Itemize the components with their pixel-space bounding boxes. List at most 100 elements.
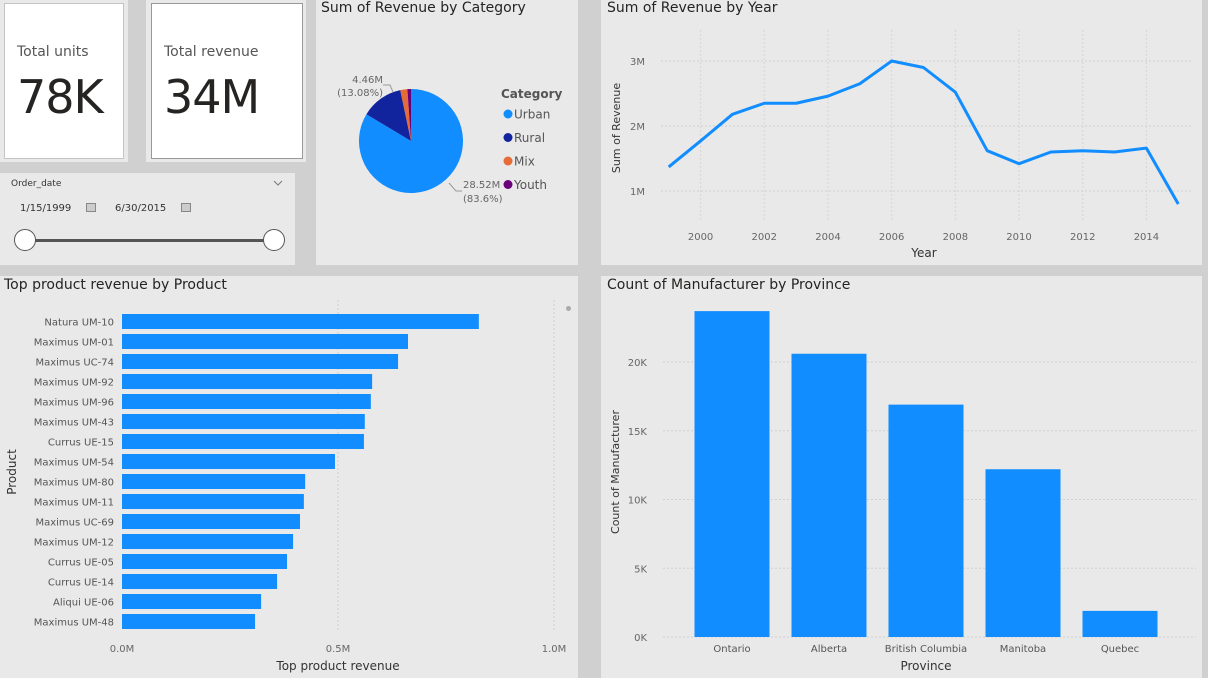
product-bar: [122, 474, 306, 489]
pie-data-label: (13.08%): [337, 88, 383, 99]
total-units-card[interactable]: Total units 78K: [4, 3, 124, 159]
product-bar: [122, 394, 371, 409]
revenue-line: [667, 59, 1180, 205]
x-tick-label: 2006: [879, 232, 904, 243]
product-bar: [122, 594, 262, 609]
product-label: Maximus UM-11: [34, 498, 114, 509]
product-bar: [122, 574, 278, 589]
line-chart-title: Sum of Revenue by Year: [607, 0, 778, 16]
legend-marker-urban: [503, 109, 513, 119]
pie-data-label: 28.52M: [463, 180, 500, 191]
product-label: Maximus UM-01: [34, 338, 114, 349]
pie-leader-line: [448, 182, 462, 192]
product-label: Maximus UC-74: [35, 358, 114, 369]
end-date-input[interactable]: 6/30/2015: [115, 203, 167, 214]
product-bar: [122, 454, 335, 469]
legend-marker-mix: [503, 156, 513, 166]
slicer-title: Order_date: [11, 179, 62, 189]
product-label: Maximus UM-54: [34, 458, 114, 469]
province-bar-title: Count of Manufacturer by Province: [607, 277, 851, 293]
x-tick-label: 2014: [1134, 232, 1159, 243]
total-units-label: Total units: [17, 44, 89, 60]
x-axis-title: Top product revenue: [275, 659, 399, 673]
pie-data-label: (83.6%): [463, 194, 503, 205]
province-bar: [888, 404, 964, 637]
y-tick-label: 3M: [630, 57, 645, 68]
y-tick-label: 15K: [628, 427, 648, 438]
product-bar-chart: 0.0M 0.5M 1.0M Natura UM-10 Maximus UM-01 Max…: [5, 300, 571, 673]
legend-marker-youth: [503, 180, 513, 189]
product-bar: [122, 614, 256, 629]
legend-label-youth: Youth: [513, 178, 547, 192]
pie-slice-rural: [366, 90, 411, 141]
slider-start-handle[interactable]: [14, 229, 36, 251]
pie-data-label: 4.46M: [352, 75, 383, 86]
y-axis-title: Count of Manufacturer: [609, 410, 622, 534]
legend-marker-rural: [503, 133, 513, 142]
start-date-input[interactable]: 1/15/1999: [20, 203, 72, 214]
x-tick-label: 0.5M: [326, 644, 351, 655]
legend-label-rural: Rural: [514, 131, 545, 145]
calendar-icon[interactable]: [181, 203, 191, 212]
y-tick-label: 10K: [628, 496, 648, 507]
total-revenue-label: Total revenue: [164, 44, 259, 60]
x-tick-label: 2008: [943, 232, 968, 243]
date-slicer: [0, 173, 295, 265]
pie-slice-mix: [400, 89, 411, 141]
slider-track[interactable]: [25, 239, 275, 242]
product-label: Aliqui UE-06: [53, 598, 114, 609]
x-axis-title: Year: [910, 246, 936, 260]
product-label: Natura UM-10: [44, 318, 114, 329]
product-bar: [122, 554, 288, 569]
product-label: Maximus UM-92: [34, 378, 114, 389]
pie-slice-youth: [407, 89, 411, 141]
y-tick-label: 20K: [628, 358, 648, 369]
x-tick-label: 1.0M: [542, 644, 567, 655]
province-label: Ontario: [713, 644, 750, 655]
y-tick-label: 2M: [630, 122, 645, 133]
chevron-down-icon[interactable]: [273, 180, 283, 187]
product-label: Currus UE-15: [48, 438, 114, 449]
pie-legend-title: Category: [501, 87, 563, 101]
product-bar-title: Top product revenue by Product: [4, 277, 227, 293]
pie-chart: 28.52M (83.6%) 4.46M (13.08%) Category Urban R…: [337, 75, 563, 205]
line-chart: 1M 2M 3M 2000 2002 2004 2006 2008 2010 2012 2014 Ye…: [610, 30, 1191, 260]
product-label: Currus UE-05: [48, 558, 114, 569]
province-bar: [791, 353, 867, 637]
product-label: Maximus UM-80: [34, 478, 114, 489]
product-label: Maximus UC-69: [35, 518, 114, 529]
y-axis-title: Sum of Revenue: [610, 83, 623, 173]
product-label: Maximus UM-43: [34, 418, 114, 429]
x-tick-label: 2002: [752, 232, 777, 243]
product-label: Currus UE-14: [48, 578, 114, 589]
province-label: Quebec: [1101, 644, 1139, 655]
province-label: British Columbia: [885, 644, 967, 655]
province-label: Manitoba: [1000, 644, 1046, 655]
province-bar: [1082, 610, 1158, 637]
product-bar: [122, 414, 365, 429]
product-bar: [122, 434, 364, 449]
x-tick-label: 2000: [688, 232, 713, 243]
product-label: Maximus UM-12: [34, 538, 114, 549]
scrollbar-thumb[interactable]: [566, 306, 571, 311]
province-bar-chart: 0K 5K 10K 15K 20K Ontario Alberta British Colum…: [609, 311, 1196, 673]
y-tick-label: 0K: [634, 633, 647, 644]
pie-leader-line: [383, 84, 394, 93]
x-tick-label: 0.0M: [110, 644, 135, 655]
product-bar: [122, 374, 373, 389]
product-bar: [122, 494, 304, 509]
province-label: Alberta: [811, 644, 847, 655]
slider-end-handle[interactable]: [263, 229, 285, 251]
x-tick-label: 2004: [815, 232, 840, 243]
total-units-value: 78K: [17, 70, 104, 124]
province-bar: [985, 469, 1061, 637]
x-axis-title: Province: [900, 659, 951, 673]
legend-label-mix: Mix: [514, 155, 535, 169]
total-revenue-card[interactable]: Total revenue 34M: [151, 3, 303, 159]
product-label: Maximus UM-96: [34, 398, 114, 409]
legend-label-urban: Urban: [514, 108, 550, 122]
calendar-icon[interactable]: [86, 203, 96, 212]
province-bar: [694, 311, 770, 637]
x-tick-label: 2010: [1006, 232, 1031, 243]
y-tick-label: 5K: [634, 564, 647, 575]
